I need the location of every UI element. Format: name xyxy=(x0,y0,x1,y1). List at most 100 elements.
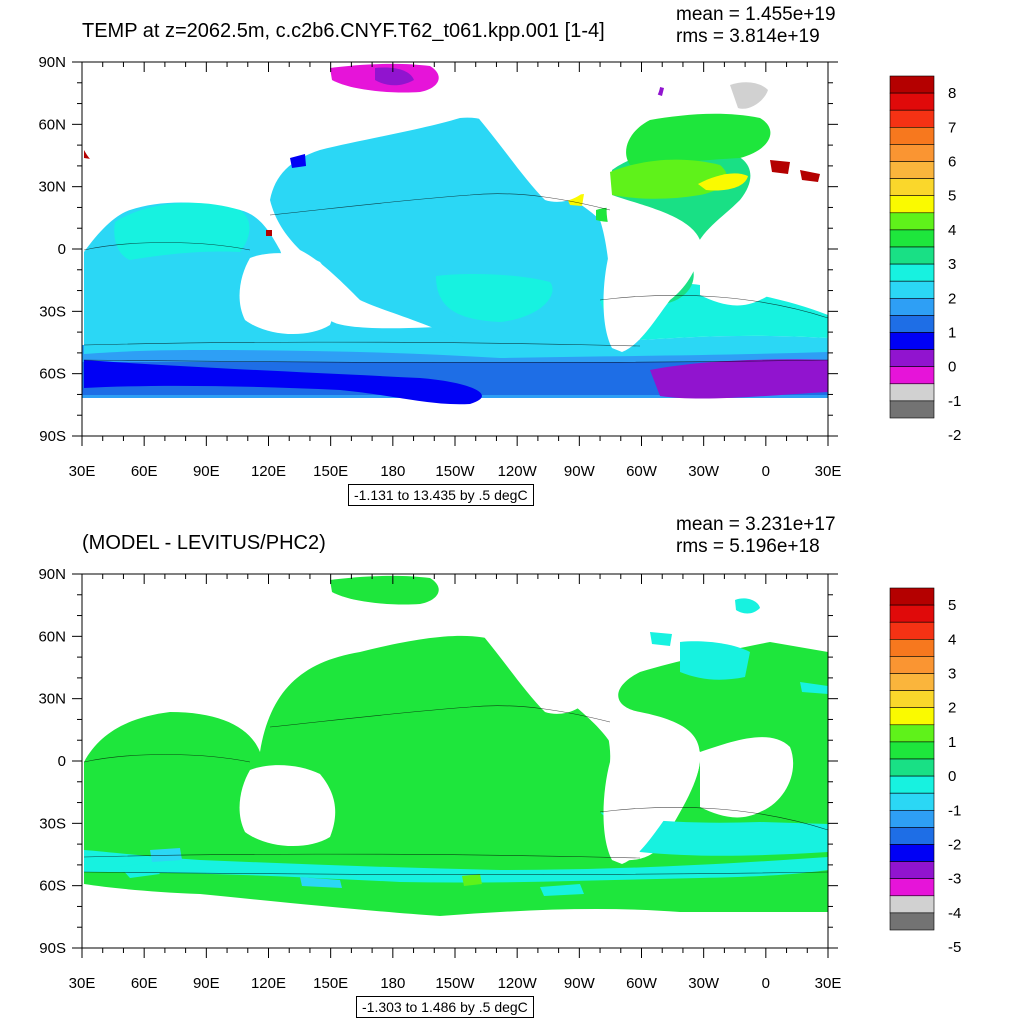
contour-fill xyxy=(114,202,250,260)
colorbar-swatch xyxy=(889,878,935,897)
difference-map: 90N 60N 30N 0 30S 60S 90S 30E 60E 90E 120E 150E 180 1… xyxy=(38,566,961,992)
colorbar-swatch xyxy=(889,349,935,368)
contour-line xyxy=(83,871,829,876)
colorbar-label: -2 xyxy=(948,427,961,444)
lon-label: 120E xyxy=(251,463,286,480)
lat-label: 90S xyxy=(39,940,66,957)
lat-label: 60N xyxy=(38,116,66,133)
colorbar-swatch xyxy=(889,127,935,145)
contour-fill xyxy=(266,230,272,236)
asia-land xyxy=(84,62,330,192)
contour-fill xyxy=(330,575,439,605)
australia-land xyxy=(239,253,336,335)
lon-label: 90W xyxy=(564,463,596,480)
lat-label: 30S xyxy=(39,815,66,832)
contour-fill xyxy=(730,82,768,109)
colorbar-label: 2 xyxy=(948,700,956,717)
colorbar-swatch xyxy=(889,263,935,282)
contour-line xyxy=(599,807,829,831)
colorbar-swatch xyxy=(889,280,935,299)
colorbar-label: -1 xyxy=(948,393,961,410)
colorbar-swatch xyxy=(889,809,935,828)
colorbar-swatch xyxy=(889,621,935,640)
contour-line xyxy=(83,341,641,347)
map-field xyxy=(82,62,829,436)
lat-label: 90S xyxy=(39,428,66,445)
lon-label: 30W xyxy=(688,463,720,480)
lon-label: 150E xyxy=(313,975,348,992)
contour-fill xyxy=(120,862,160,878)
lon-label: 0 xyxy=(762,463,770,480)
lon-label: 120W xyxy=(498,975,538,992)
lat-label: 60S xyxy=(39,366,66,383)
top-stats: mean = 1.455e+19 rms = 3.814e+19 xyxy=(676,4,836,48)
colorbar-swatch xyxy=(889,212,935,231)
colorbar-label: 5 xyxy=(948,188,956,205)
south-america-land xyxy=(603,195,701,352)
contour-line xyxy=(83,853,641,859)
north-america-land xyxy=(440,62,661,202)
bottom-mean: mean = 3.231e+17 xyxy=(676,514,836,535)
colorbar-label: -3 xyxy=(948,871,961,888)
colorbar-swatch xyxy=(889,109,935,128)
colorbar-swatch xyxy=(889,724,935,743)
colorbar-swatch xyxy=(889,639,935,657)
colorbar-label: 7 xyxy=(948,119,956,136)
colorbar-swatch xyxy=(889,895,935,914)
lat-label: 60N xyxy=(38,628,66,645)
lon-label: 150W xyxy=(435,463,475,480)
lon-label: 150W xyxy=(435,975,475,992)
lon-label: 150E xyxy=(313,463,348,480)
contour-line xyxy=(269,705,611,728)
colorbar-label: -4 xyxy=(948,905,961,922)
colorbar-swatch xyxy=(889,707,935,726)
contour-fill xyxy=(698,173,748,191)
lon-label: 30E xyxy=(69,463,96,480)
colorbar-swatch xyxy=(889,315,935,333)
colorbar-swatch xyxy=(889,587,935,606)
colorbar-label: 1 xyxy=(948,734,956,751)
top-title: TEMP at z=2062.5m, c.c2b6.CNYF.T62_t061.… xyxy=(82,20,605,42)
antarctica-land xyxy=(84,912,828,948)
bottom-title: (MODEL - LEVITUS/PHC2) xyxy=(82,532,326,554)
colorbar-swatch xyxy=(889,912,935,931)
contour-fill xyxy=(462,874,482,886)
colorbar-label: -2 xyxy=(948,837,961,854)
lat-label: 0 xyxy=(58,241,66,258)
colorbar-swatch xyxy=(889,195,935,214)
lon-label: 60E xyxy=(131,463,158,480)
colorbar-label: 8 xyxy=(948,85,956,102)
colorbar-swatch xyxy=(889,246,935,265)
colorbar-label: 0 xyxy=(948,768,956,785)
contour-line xyxy=(83,359,829,364)
contour-line xyxy=(269,193,611,216)
contour-fill xyxy=(290,154,306,168)
contour-fill xyxy=(800,682,828,694)
colorbar-label: 0 xyxy=(948,359,956,376)
lon-label: 30W xyxy=(688,975,720,992)
bottom-rms: rms = 5.196e+18 xyxy=(676,536,820,557)
lon-label: 60W xyxy=(626,975,658,992)
lon-label: 180 xyxy=(380,975,405,992)
contour-fill xyxy=(800,170,820,182)
contour-line xyxy=(83,754,251,763)
colorbar-label: -1 xyxy=(948,802,961,819)
colorbar-swatch xyxy=(889,229,935,248)
contour-fill xyxy=(650,359,828,399)
colorbar-label: 3 xyxy=(948,256,956,273)
contour-fill xyxy=(610,159,728,199)
colorbar xyxy=(889,75,935,419)
lat-label: 0 xyxy=(58,753,66,770)
colorbar-swatch xyxy=(889,741,935,760)
lat-label: 90N xyxy=(38,54,66,71)
contour-line xyxy=(83,242,251,251)
bottom-range-label: -1.303 to 1.486 by .5 degC xyxy=(356,996,534,1018)
colorbar xyxy=(889,587,935,931)
colorbar-label: -5 xyxy=(948,939,961,956)
colorbar-swatch xyxy=(889,144,935,162)
top-mean: mean = 1.455e+19 xyxy=(676,4,836,25)
lat-label: 30S xyxy=(39,303,66,320)
contour-fill xyxy=(626,113,771,165)
colorbar-swatch xyxy=(889,656,935,674)
